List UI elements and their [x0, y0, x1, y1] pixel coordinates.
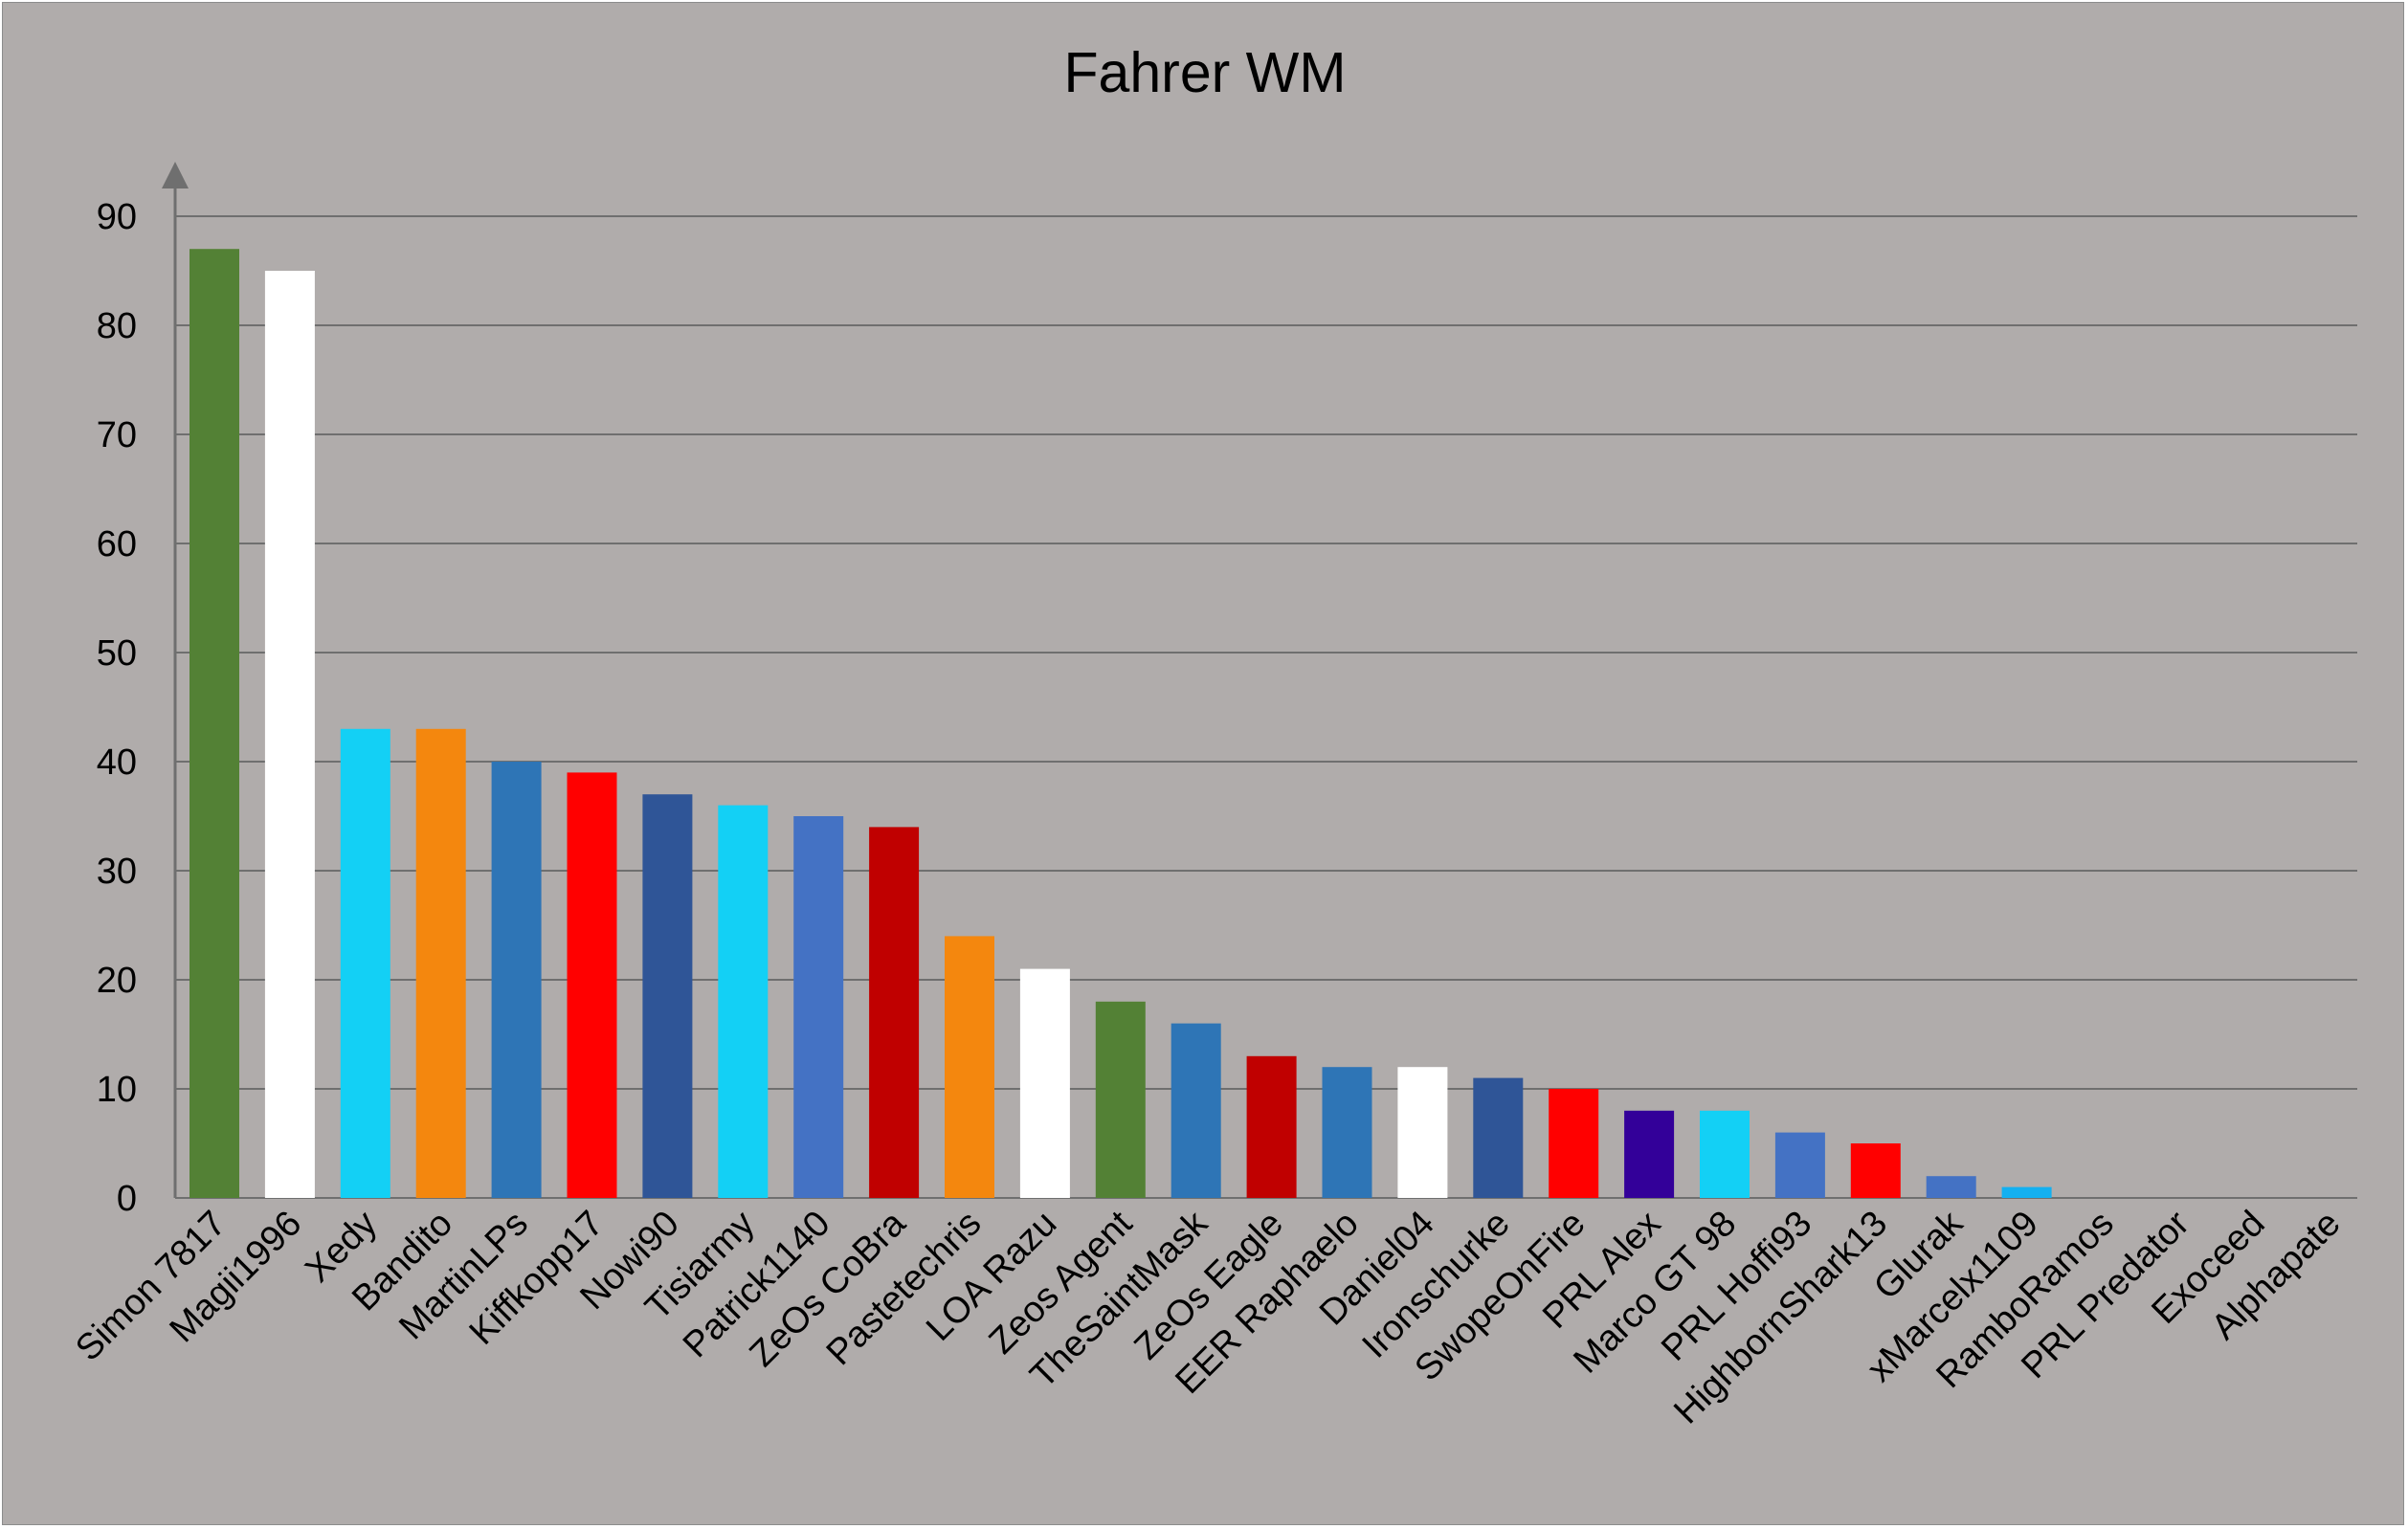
bar — [1473, 1077, 1524, 1198]
bar — [1926, 1176, 1976, 1198]
bar — [1171, 1023, 1221, 1198]
bar — [642, 794, 693, 1198]
y-tick-label: 90 — [97, 197, 137, 237]
bar — [1095, 1001, 1146, 1198]
y-tick-label: 80 — [97, 306, 137, 346]
y-tick-labels: 0 10 20 30 40 50 60 70 80 90 — [97, 197, 137, 1219]
bar — [264, 271, 315, 1198]
bar — [945, 936, 994, 1198]
y-tick-label: 60 — [97, 524, 137, 565]
bar — [567, 772, 617, 1198]
y-tick-label: 10 — [97, 1070, 137, 1110]
bar — [1624, 1110, 1675, 1198]
y-axis-arrow-icon — [162, 162, 189, 188]
y-tick-label: 30 — [97, 852, 137, 892]
bar — [1850, 1143, 1901, 1198]
y-axis — [162, 162, 189, 1198]
bar — [1322, 1067, 1372, 1198]
bar — [2001, 1186, 2052, 1198]
bar — [1246, 1055, 1297, 1198]
bar-chart: Fahrer WM 0 10 20 30 40 50 60 70 80 90 Simon 7817… — [68, 41, 2357, 1432]
bar — [1774, 1132, 1825, 1198]
chart-title: Fahrer WM — [1064, 41, 1347, 104]
bar — [1700, 1110, 1750, 1198]
bar — [491, 762, 542, 1198]
y-tick-label: 0 — [117, 1179, 137, 1219]
bar — [718, 805, 769, 1198]
bar — [190, 249, 239, 1198]
bar — [793, 816, 844, 1198]
y-tick-label: 70 — [97, 415, 137, 455]
bar — [869, 827, 920, 1198]
bar — [1397, 1067, 1448, 1198]
y-tick-label: 50 — [97, 633, 137, 674]
x-tick-labels: Simon 7817Magii1996XedyBanditoMartinLPsK… — [68, 1203, 2348, 1432]
bars — [190, 249, 2052, 1198]
bar — [340, 728, 390, 1198]
y-tick-label: 40 — [97, 742, 137, 783]
bar — [1549, 1089, 1599, 1198]
bar — [1019, 968, 1070, 1198]
bar — [415, 728, 466, 1198]
y-tick-label: 20 — [97, 961, 137, 1001]
